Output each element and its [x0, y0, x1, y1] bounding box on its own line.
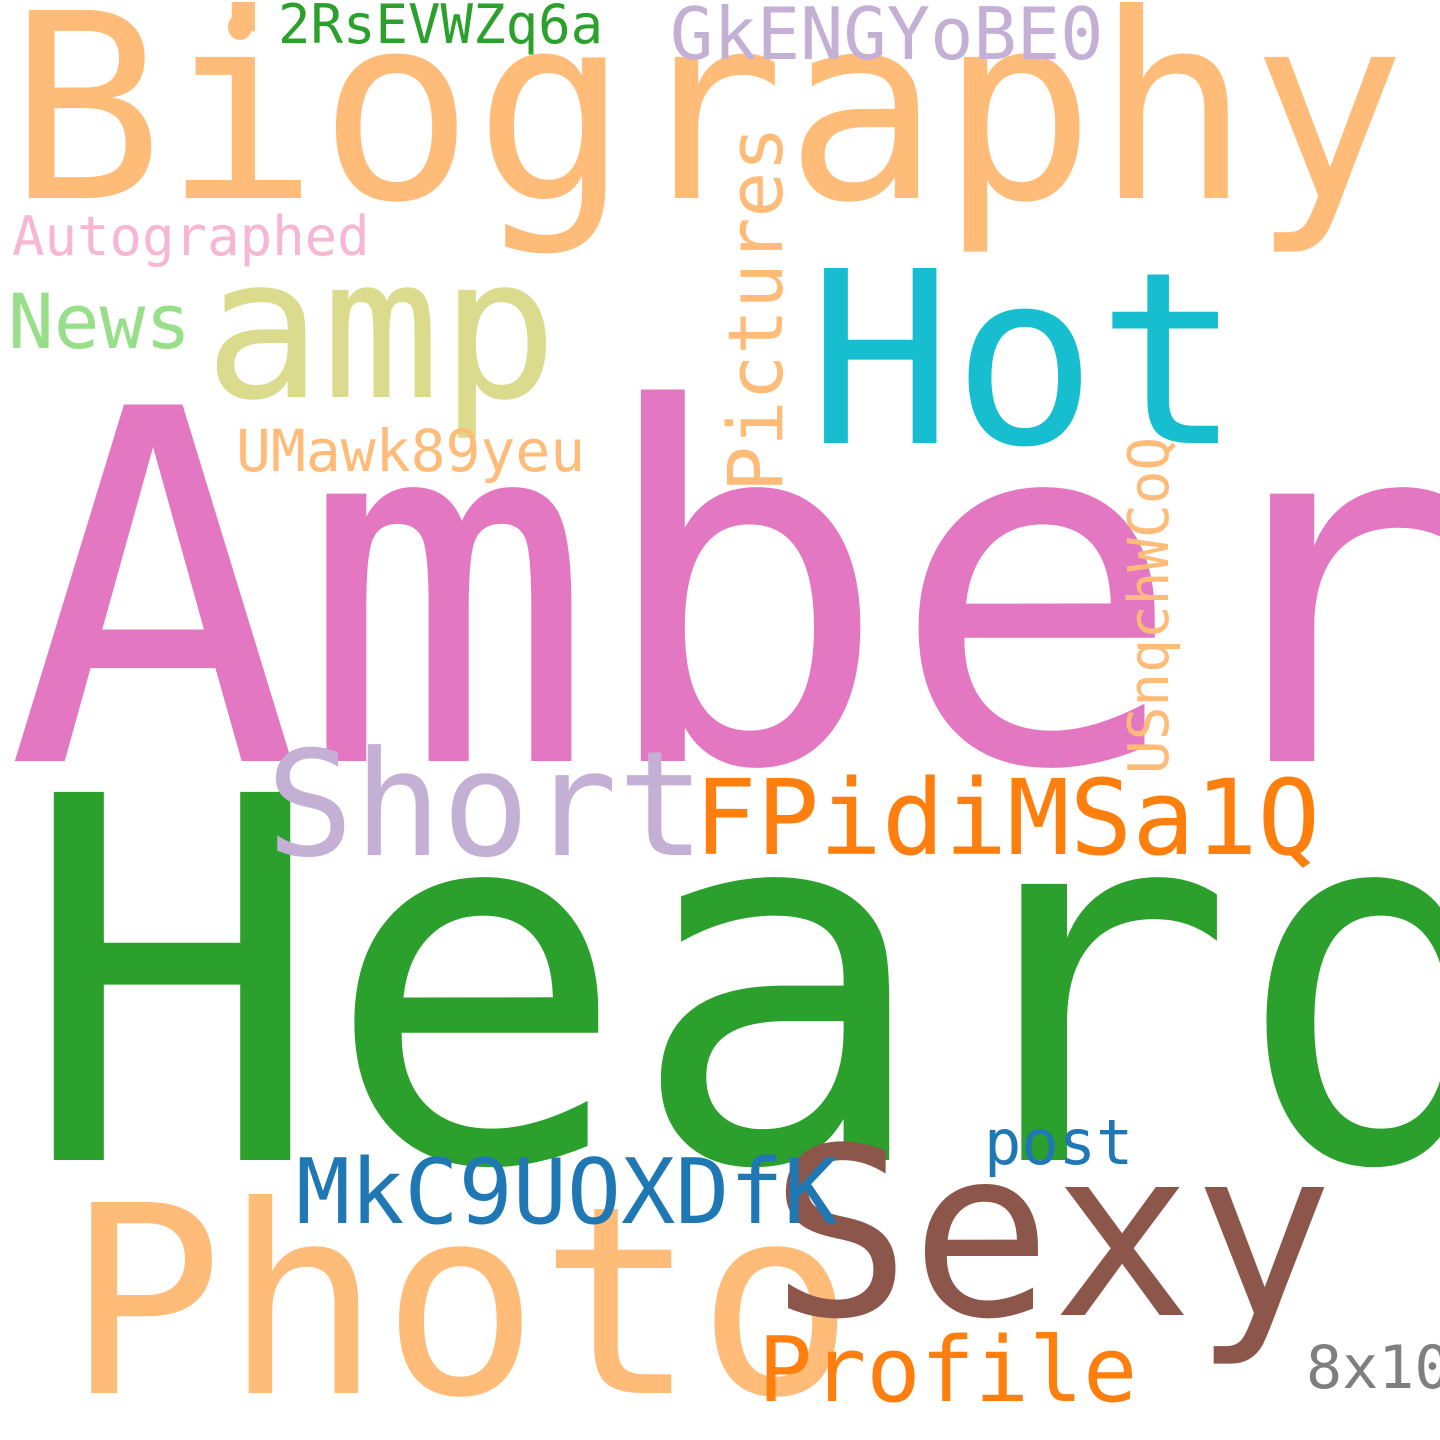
word-profile: Profile — [758, 1318, 1138, 1423]
word-gkengyobe0: GkENGYoBE0 — [670, 0, 1104, 76]
word-biography: Biography — [8, 0, 1406, 259]
word-fpidimsa1q: FPidiMSa1Q — [694, 757, 1321, 879]
word-heard: Heard — [20, 692, 1440, 1280]
word-usnqchwcoq: USnqchWCoQ — [1117, 436, 1182, 774]
word-pictures: Pictures — [711, 125, 800, 492]
word-amp: amp — [204, 216, 559, 444]
word-mkc9uoxdfk: MkC9UOXDfK — [296, 1140, 838, 1245]
word-rsevwzq6a: 2RsEVWZq6a — [278, 0, 604, 56]
word-photo: Photo — [66, 1150, 855, 1440]
word-post: post — [984, 1106, 1134, 1179]
word-news: News — [8, 277, 192, 366]
word-hot: Hot — [808, 220, 1242, 500]
word-sexy: Sexy — [770, 1099, 1334, 1371]
word-umawk89yeu: UMawk89yeu — [236, 417, 586, 485]
word-autographed: Autographed — [12, 205, 370, 268]
word-8x10: 8x10 — [1306, 1333, 1440, 1403]
word-short: Short — [266, 720, 706, 890]
word-amber: Amber — [6, 308, 1440, 877]
dot-mark — [228, 14, 252, 40]
